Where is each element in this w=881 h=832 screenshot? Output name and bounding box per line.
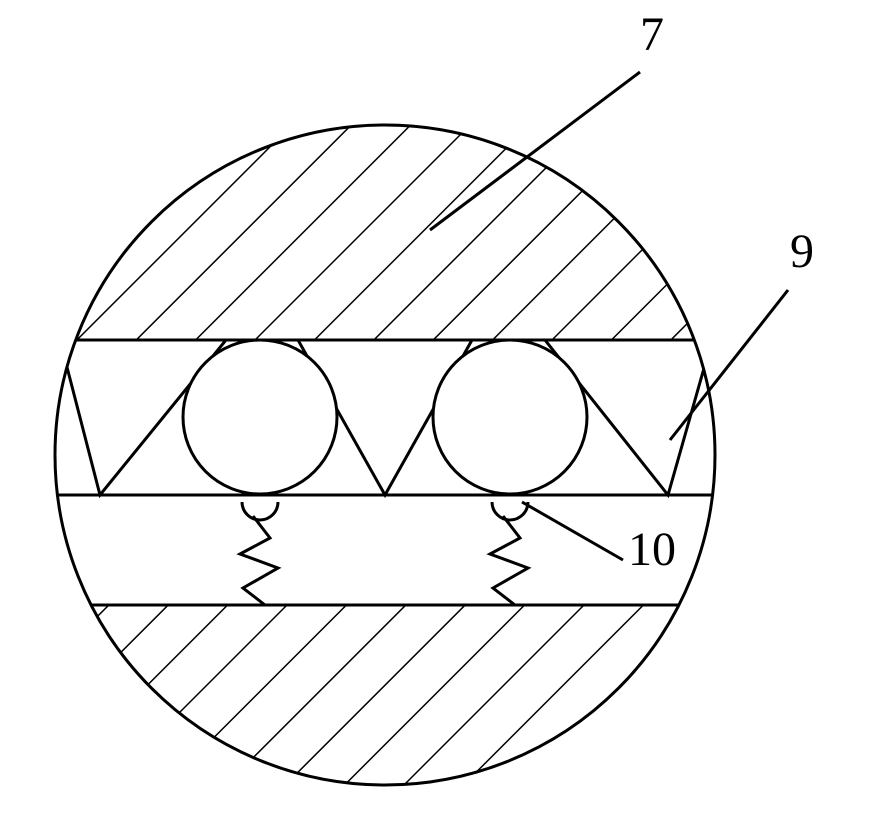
ball-right bbox=[433, 340, 587, 494]
label-7: 7 bbox=[640, 7, 664, 62]
ball-left bbox=[183, 340, 337, 494]
label-9: 9 bbox=[790, 224, 814, 279]
label-10: 10 bbox=[628, 522, 676, 577]
hatched-bottom-region bbox=[55, 605, 715, 785]
hatched-top-region bbox=[55, 125, 715, 340]
